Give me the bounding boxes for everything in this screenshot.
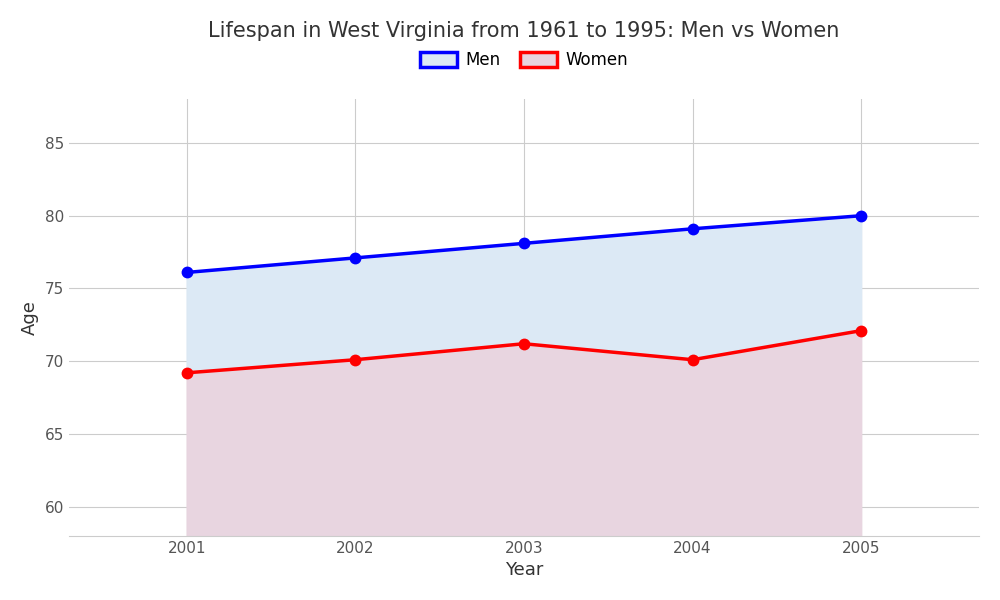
Legend: Men, Women: Men, Women: [420, 51, 628, 69]
X-axis label: Year: Year: [505, 561, 543, 579]
Title: Lifespan in West Virginia from 1961 to 1995: Men vs Women: Lifespan in West Virginia from 1961 to 1…: [208, 21, 840, 41]
Y-axis label: Age: Age: [21, 300, 39, 335]
